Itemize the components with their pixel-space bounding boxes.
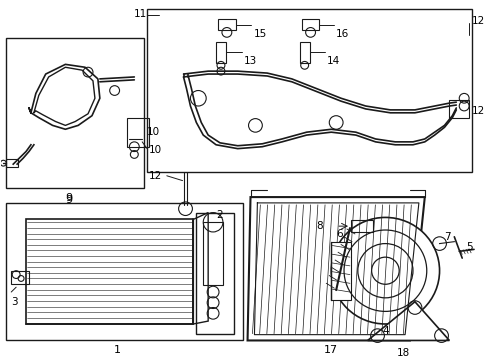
Text: 15: 15 <box>253 28 266 39</box>
Polygon shape <box>193 213 208 324</box>
Text: 3: 3 <box>11 297 18 307</box>
Text: 16: 16 <box>335 28 349 39</box>
Text: 10: 10 <box>149 145 162 155</box>
Bar <box>216 42 225 63</box>
Bar <box>147 9 471 172</box>
Text: 17: 17 <box>324 345 338 355</box>
Bar <box>6 159 18 167</box>
Bar <box>299 42 309 63</box>
Text: 14: 14 <box>326 56 340 66</box>
Text: 12: 12 <box>149 171 162 181</box>
Polygon shape <box>367 302 448 341</box>
Bar <box>301 19 319 31</box>
Text: 8: 8 <box>316 221 323 231</box>
Bar <box>350 220 372 232</box>
Text: 2: 2 <box>216 210 222 220</box>
Text: 13: 13 <box>243 56 256 66</box>
Bar <box>196 213 233 334</box>
Text: 9: 9 <box>64 195 72 205</box>
Text: 12: 12 <box>471 106 484 116</box>
Bar <box>26 219 193 324</box>
Bar <box>11 271 29 284</box>
Bar <box>6 38 144 188</box>
Text: 4: 4 <box>381 326 388 336</box>
Text: 6: 6 <box>336 229 343 239</box>
Text: 5: 5 <box>465 242 472 252</box>
Bar <box>6 203 242 341</box>
Text: 18: 18 <box>396 348 409 358</box>
Bar <box>218 19 235 31</box>
Bar <box>448 100 468 118</box>
Polygon shape <box>330 242 350 300</box>
Circle shape <box>330 217 439 324</box>
Text: 1: 1 <box>114 345 121 355</box>
Text: 11: 11 <box>134 9 147 19</box>
Text: 7: 7 <box>444 232 450 242</box>
Polygon shape <box>247 197 424 341</box>
Bar <box>203 222 223 285</box>
Text: 12: 12 <box>471 16 484 26</box>
Text: 9: 9 <box>64 193 72 203</box>
Bar <box>127 118 149 147</box>
Text: 10: 10 <box>147 127 160 137</box>
